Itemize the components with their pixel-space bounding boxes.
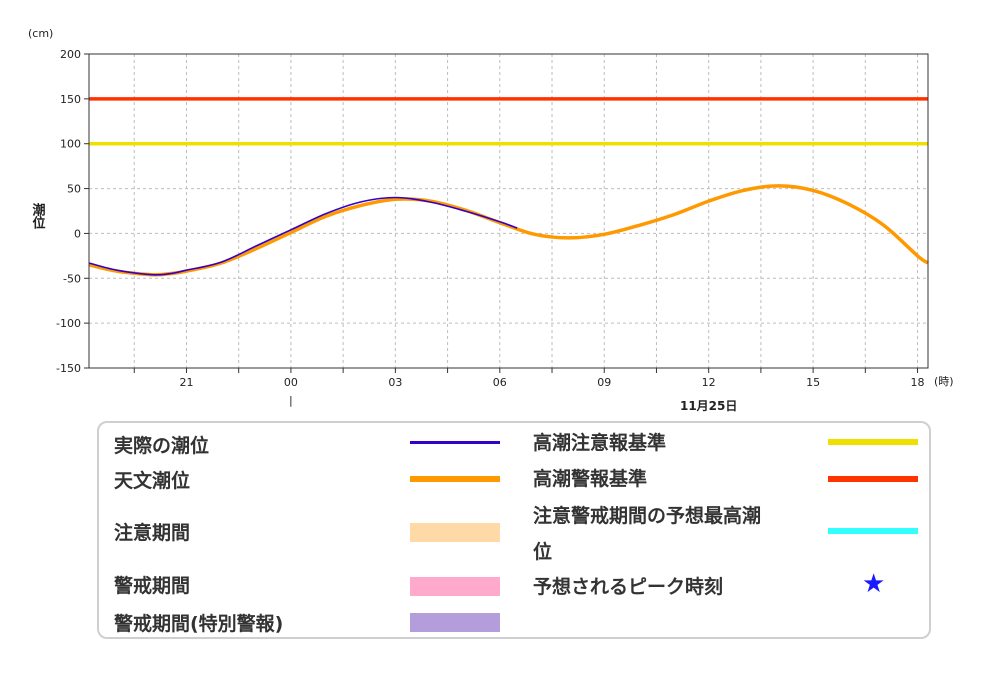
legend-swatch-astronomical bbox=[410, 476, 500, 482]
x-tick-label: 12 bbox=[702, 376, 716, 389]
legend-label-peak-time: 予想されるピーク時刻 bbox=[533, 576, 724, 598]
x-tick-label: 09 bbox=[597, 376, 611, 389]
legend-label-actual: 実際の潮位 bbox=[114, 435, 210, 457]
legend-label-predicted-peak-level-line1: 注意警戒期間の予想最高潮 bbox=[533, 505, 762, 527]
x-tick-label: 15 bbox=[806, 376, 820, 389]
legend-swatch-caution-period bbox=[410, 523, 500, 542]
grid bbox=[89, 53, 928, 369]
legend-label-predicted-peak-level-line2: 位 bbox=[533, 541, 553, 563]
y-tick-label: 200 bbox=[60, 48, 81, 61]
axes bbox=[84, 53, 929, 373]
threshold-lines bbox=[89, 97, 928, 146]
tide-chart: 200 150 100 50 0 -50 -100 -150 21 00 03 06 09 12 15 18 (… bbox=[28, 27, 954, 413]
x-tick-label: 00 bbox=[284, 376, 298, 389]
legend: 実際の潮位 天文潮位 注意期間 警戒期間 警戒期間(特別警報) 高潮注意報基準 … bbox=[97, 421, 931, 639]
y-tick-label: -50 bbox=[63, 272, 81, 285]
y-tick-label: 50 bbox=[67, 183, 81, 196]
legend-label-astronomical: 天文潮位 bbox=[114, 470, 191, 492]
x-tick-label: 18 bbox=[911, 376, 925, 389]
x-tick-label: 06 bbox=[493, 376, 507, 389]
legend-swatch-warning-standard bbox=[828, 476, 918, 482]
legend-swatch-advisory-standard bbox=[828, 439, 918, 445]
legend-swatch-special-warning-period bbox=[410, 613, 500, 632]
legend-swatch-actual bbox=[410, 441, 500, 444]
y-tick-label: 100 bbox=[60, 138, 81, 151]
x-tick-label: 03 bbox=[388, 376, 402, 389]
legend-label-warning-standard: 高潮警報基準 bbox=[533, 468, 648, 490]
star-icon: ★ bbox=[862, 569, 886, 599]
plot-frame bbox=[88, 53, 929, 369]
legend-label-caution-period: 注意期間 bbox=[114, 522, 191, 544]
y-tick-label: -100 bbox=[56, 317, 81, 330]
legend-label-advisory-standard: 高潮注意報基準 bbox=[533, 432, 667, 454]
y-tick-label: 0 bbox=[74, 227, 81, 240]
legend-label-warning-period: 警戒期間 bbox=[114, 575, 191, 597]
x-unit-label: (時) bbox=[934, 375, 954, 388]
y-unit-label: (cm) bbox=[28, 27, 53, 40]
y-tick-label: 150 bbox=[60, 93, 81, 106]
legend-swatch-predicted-peak-level bbox=[828, 528, 918, 534]
date-marker: | bbox=[289, 394, 293, 407]
y-axis-title: 潮位 bbox=[30, 202, 46, 230]
x-tick-label: 21 bbox=[179, 376, 193, 389]
y-tick-label: -150 bbox=[56, 362, 81, 375]
legend-swatch-warning-period bbox=[410, 577, 500, 596]
series-line-astronomical bbox=[88, 184, 930, 277]
axis-labels: 200 150 100 50 0 -50 -100 -150 21 00 03 06 09 12 15 18 (… bbox=[28, 27, 954, 413]
legend-label-special-warning-period: 警戒期間(特別警報) bbox=[114, 613, 284, 635]
date-label: 11月25日 bbox=[680, 399, 737, 413]
series-lines bbox=[88, 184, 930, 277]
series-line-actual bbox=[88, 196, 518, 276]
